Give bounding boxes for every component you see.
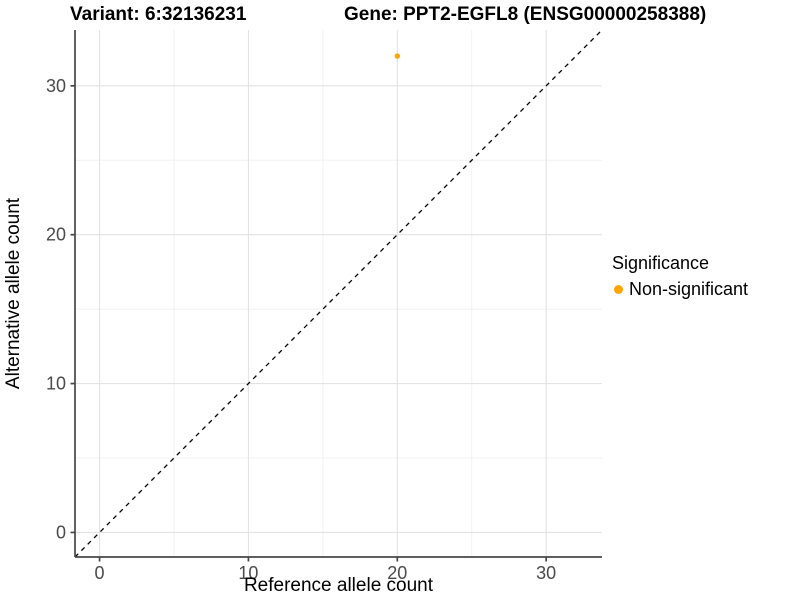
variant-title: Variant: 6:32136231	[70, 4, 247, 25]
y-tick-label: 20	[46, 225, 66, 245]
y-tick-label: 30	[46, 76, 66, 96]
x-tick-label: 0	[95, 563, 105, 583]
y-tick-label: 10	[46, 374, 66, 394]
legend-point-icon	[614, 285, 623, 294]
legend-entry-label: Non-significant	[629, 279, 749, 299]
x-axis-title: Reference allele count	[244, 575, 434, 596]
x-tick-label: 20	[387, 563, 407, 583]
legend-entry: Non-significant	[611, 279, 748, 300]
identity-line	[74, 29, 603, 558]
legend-title: Significance	[612, 253, 710, 273]
x-tick-label: 30	[536, 563, 556, 583]
legend: Significance Non-significant	[611, 253, 748, 300]
x-tick-label: 10	[238, 563, 258, 583]
y-tick-label: 0	[56, 522, 66, 542]
y-axis-title: Alternative allele count	[3, 197, 24, 389]
gene-title: Gene: PPT2-EGFL8 (ENSG00000258388)	[344, 4, 707, 25]
data-point	[394, 53, 401, 59]
